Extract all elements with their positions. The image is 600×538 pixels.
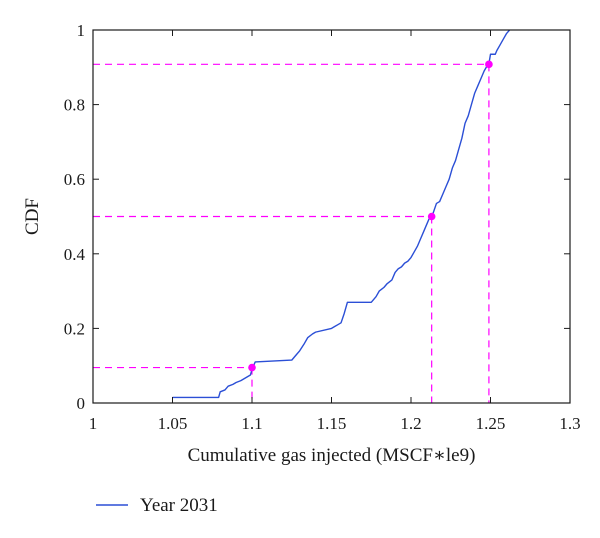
plot-frame bbox=[92, 29, 571, 404]
reference-guides bbox=[93, 63, 490, 403]
y-axis-label: CDF bbox=[22, 198, 43, 235]
x-tick-label: 1.3 bbox=[559, 414, 580, 433]
y-tick-label: 0.2 bbox=[64, 319, 85, 338]
x-tick-label: 1.15 bbox=[317, 414, 347, 433]
x-tick-label: 1 bbox=[89, 414, 98, 433]
x-tick-label: 1.2 bbox=[400, 414, 421, 433]
x-tick-label: 1.05 bbox=[158, 414, 188, 433]
markers-layer bbox=[248, 60, 493, 372]
cdf-marker-point bbox=[485, 60, 493, 69]
y-tick-label: 0.4 bbox=[64, 245, 86, 264]
x-tick-label: 1.1 bbox=[241, 414, 262, 433]
x-tick-label: 1.25 bbox=[476, 414, 506, 433]
series-line-year-2031 bbox=[172, 29, 511, 399]
legend-label-year-2031: Year 2031 bbox=[140, 495, 218, 516]
y-tick-label: 0.8 bbox=[64, 96, 85, 115]
y-tick-label: 1 bbox=[77, 21, 86, 40]
x-axis-label: Cumulative gas injected (MSCF∗le9) bbox=[188, 445, 476, 466]
y-tick-label: 0.6 bbox=[64, 170, 85, 189]
cdf-marker-point bbox=[427, 212, 436, 221]
y-tick-label: 0 bbox=[77, 394, 86, 413]
series-layer bbox=[172, 29, 511, 399]
legend: Year 2031 bbox=[96, 495, 218, 516]
ticks-layer: 1 1.05 1.1 1.15 1.2 1.25 1.3 0 0.2 0.4 0.6 0.8 1 bbox=[64, 21, 581, 433]
cdf-marker-point bbox=[248, 363, 256, 372]
